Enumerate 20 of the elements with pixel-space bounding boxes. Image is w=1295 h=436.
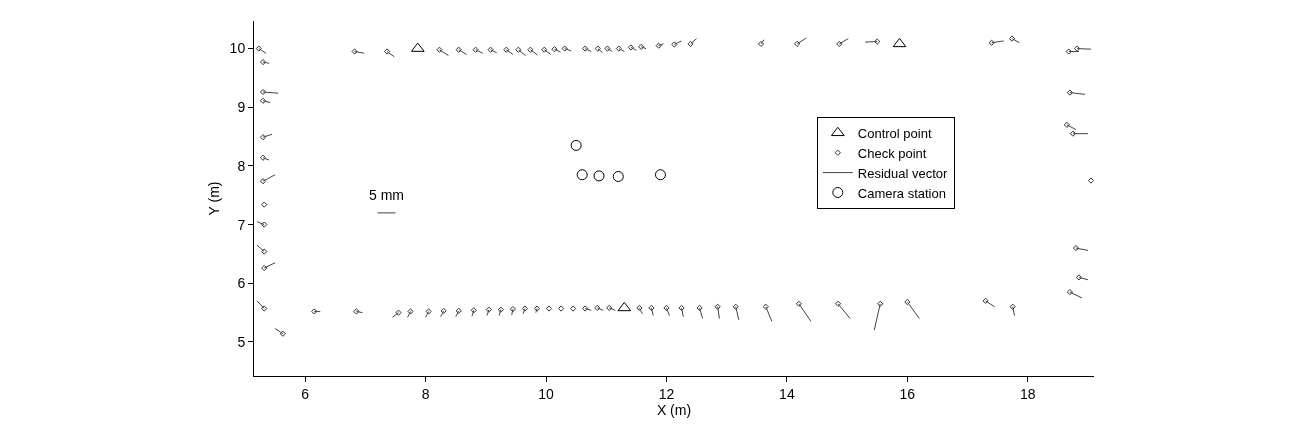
y-tick-label: 7 xyxy=(237,216,246,233)
legend-label: Residual vector xyxy=(857,165,949,181)
y-tick-label: 9 xyxy=(237,99,246,116)
y-tick-label: 5 xyxy=(237,333,246,350)
y-axis-title: Y (m) xyxy=(206,181,223,216)
x-tick-label: 16 xyxy=(899,385,916,402)
x-tick-label: 6 xyxy=(301,385,310,402)
x-axis-title: X (m) xyxy=(656,402,692,419)
x-tick-label: 18 xyxy=(1019,385,1036,402)
legend-label: Check point xyxy=(857,145,927,161)
y-tick-label: 6 xyxy=(237,275,246,292)
x-tick-label: 8 xyxy=(421,385,430,402)
x-tick-label: 14 xyxy=(779,385,795,402)
legend-label: Camera station xyxy=(857,185,946,201)
y-tick-label: 8 xyxy=(237,157,246,174)
annotation: 5 mm xyxy=(369,187,404,203)
x-tick-label: 12 xyxy=(658,385,675,402)
y-tick-label: 10 xyxy=(229,40,246,57)
x-tick-label: 10 xyxy=(538,385,555,402)
legend-label: Control point xyxy=(857,125,932,141)
